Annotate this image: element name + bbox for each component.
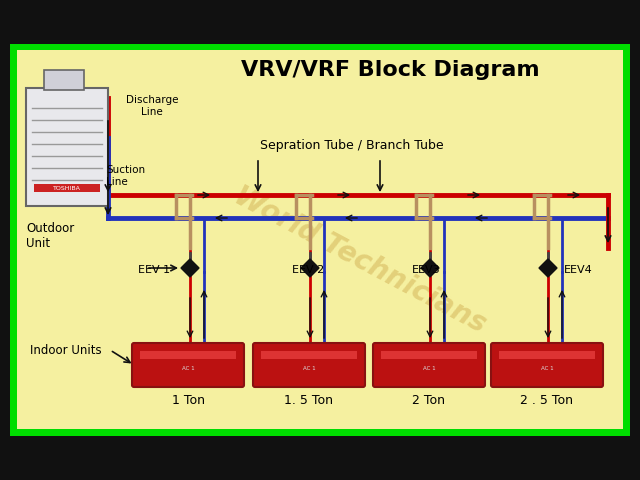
Bar: [17, 50, 623, 429]
Text: AC 1: AC 1: [422, 367, 435, 372]
Text: 2 . 5 Ton: 2 . 5 Ton: [520, 395, 573, 408]
FancyBboxPatch shape: [491, 343, 603, 387]
Text: TOSHIBA: TOSHIBA: [53, 185, 81, 191]
Text: AC 1: AC 1: [303, 367, 316, 372]
Bar: [499, 351, 595, 359]
FancyBboxPatch shape: [373, 343, 485, 387]
Bar: [381, 351, 477, 359]
FancyBboxPatch shape: [132, 343, 244, 387]
Text: EEV 2: EEV 2: [292, 265, 324, 275]
Text: EEV3: EEV3: [412, 265, 440, 275]
Bar: [10, 44, 630, 436]
Text: AC 1: AC 1: [541, 367, 554, 372]
Text: World Technicians: World Technicians: [229, 181, 491, 338]
Polygon shape: [421, 259, 439, 277]
Bar: [26, 88, 108, 206]
FancyBboxPatch shape: [253, 343, 365, 387]
Text: Discharge
Line: Discharge Line: [125, 95, 179, 117]
Polygon shape: [301, 259, 319, 277]
Text: Sepration Tube / Branch Tube: Sepration Tube / Branch Tube: [260, 139, 444, 152]
Bar: [0, 0, 640, 42]
Text: Outdoor
Unit: Outdoor Unit: [26, 222, 74, 250]
Text: 1 Ton: 1 Ton: [172, 395, 205, 408]
Text: 2 Ton: 2 Ton: [413, 395, 445, 408]
Bar: [34, 184, 100, 192]
Text: Indoor Units: Indoor Units: [30, 344, 102, 357]
Text: EEV 1: EEV 1: [138, 265, 170, 275]
Bar: [0, 438, 640, 480]
Text: VRV/VRF Block Diagram: VRV/VRF Block Diagram: [241, 60, 540, 80]
Text: EEV4: EEV4: [564, 265, 593, 275]
Text: 1. 5 Ton: 1. 5 Ton: [285, 395, 333, 408]
Bar: [261, 351, 357, 359]
Bar: [140, 351, 236, 359]
Text: Suction
Line: Suction Line: [106, 165, 145, 187]
Bar: [44, 70, 84, 90]
Text: AC 1: AC 1: [182, 367, 195, 372]
Polygon shape: [539, 259, 557, 277]
Polygon shape: [181, 259, 199, 277]
